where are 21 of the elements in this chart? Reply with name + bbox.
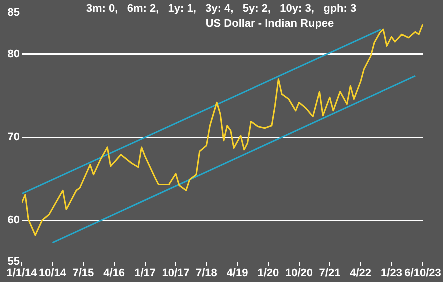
x-tick-label: 4/16 xyxy=(104,268,126,280)
y-tick-label: 60 xyxy=(8,214,20,227)
x-tick-label: 1/23 xyxy=(381,268,402,280)
x-tick-label: 7/18 xyxy=(196,268,218,280)
text: US Dollar - Indian Rupee xyxy=(204,18,336,30)
x-tick-label: 10/14 xyxy=(38,268,68,280)
x-tick-label: 6/10/23 xyxy=(404,268,442,280)
x-tick-label: 7/21 xyxy=(319,268,341,280)
y-tick-label: 55 xyxy=(8,256,20,268)
x-tick-label: 10/20 xyxy=(286,268,314,280)
x-tick-label: 4/22 xyxy=(350,268,372,280)
y-tick-label: 85 xyxy=(8,7,20,20)
x-tick-label: 1/20 xyxy=(258,268,280,280)
x-tick-label: 10/17 xyxy=(162,268,190,280)
y-tick-label: 70 xyxy=(8,132,20,144)
chart-title: 3m: 0, 6m: 2, 1y: 1, 3y: 4, 5y: 2, 10y: 3, gph: 3 xyxy=(86,3,357,15)
x-tick-label: 1/1/14 xyxy=(6,268,38,280)
x-tick-label: 7/15 xyxy=(72,268,94,280)
x-tick-label: 4/19 xyxy=(226,268,248,280)
x-tick-label: 1/17 xyxy=(134,268,156,280)
y-tick-label: 80 xyxy=(8,48,20,61)
